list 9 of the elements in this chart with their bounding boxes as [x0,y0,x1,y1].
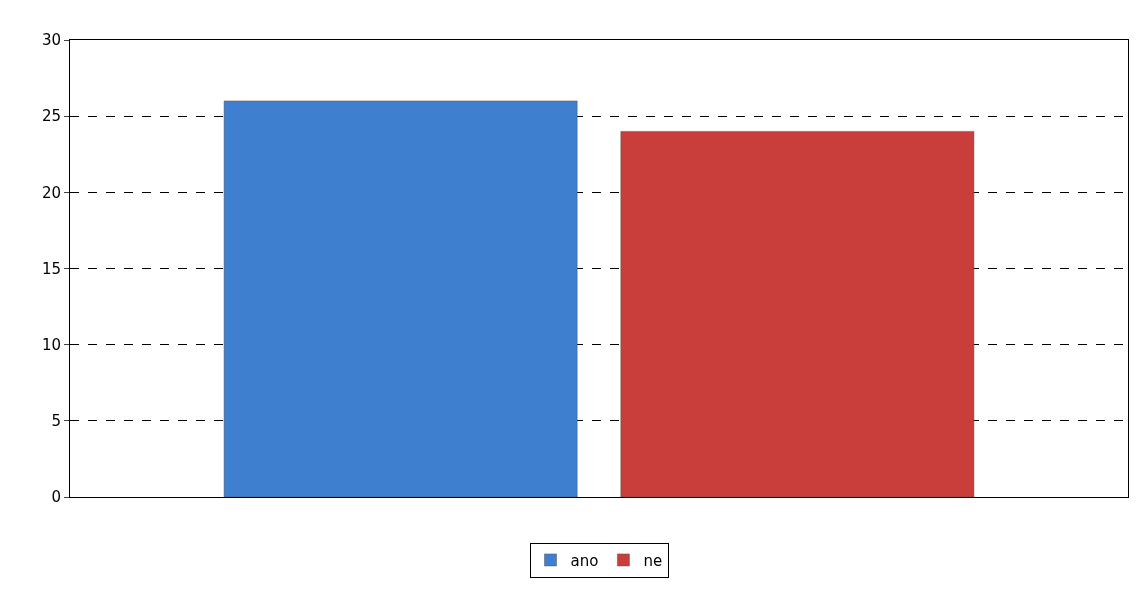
y-tick-label: 20 [41,183,61,202]
y-tick-label: 10 [41,335,61,354]
legend-label: ano [570,551,599,570]
y-tick-label: 15 [41,259,61,278]
y-tick-label: 5 [51,412,61,431]
legend-label: ne [643,551,663,570]
y-tick-label: 25 [41,107,61,126]
y-tick-label: 30 [41,31,61,50]
y-tick-label: 0 [51,488,61,507]
